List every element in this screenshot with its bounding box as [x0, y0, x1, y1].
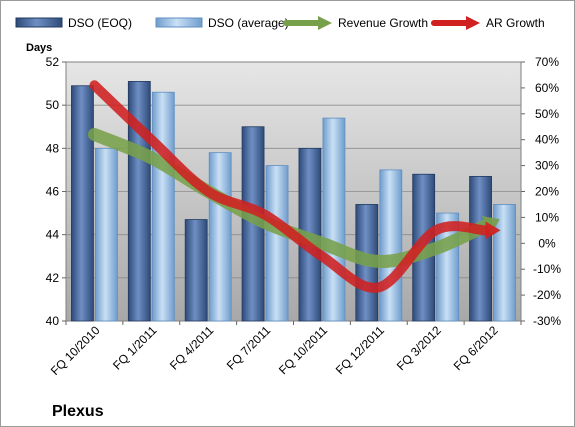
legend-label: AR Growth	[486, 16, 545, 30]
bar	[265, 165, 289, 322]
left-axis-ticks: 40 42 44 46 48 50 52	[46, 55, 66, 328]
legend-swatch	[15, 17, 63, 28]
right-axis-ticks: -30% -20% -10% 0% 10% 20% 30% 40% 50% 60% 70%	[521, 55, 561, 328]
left-tick-label: 44	[46, 228, 60, 242]
right-tick-label: 0%	[538, 236, 556, 250]
company-label: Plexus	[52, 403, 104, 420]
left-tick-label: 52	[46, 55, 60, 69]
bar	[469, 175, 492, 322]
right-tick-label: 20%	[535, 185, 559, 199]
bar	[184, 219, 208, 322]
left-tick-label: 42	[46, 271, 60, 285]
legend: DSO (EOQ) DSO (average) Revenue Growth AR G…	[15, 16, 545, 30]
legend-label: DSO (EOQ)	[68, 16, 132, 30]
right-tick-label: 50%	[535, 107, 559, 121]
bar	[493, 204, 516, 322]
left-tick-label: 46	[46, 185, 60, 199]
right-tick-label: 70%	[535, 55, 559, 69]
left-tick-label: 48	[46, 141, 60, 155]
right-tick-label: 10%	[535, 210, 559, 224]
legend-swatch-arrow	[466, 16, 480, 30]
right-tick-label: 40%	[535, 133, 559, 147]
right-tick-label: 30%	[535, 159, 559, 173]
bar	[208, 152, 232, 322]
bar	[151, 91, 175, 322]
line-arrowhead	[485, 221, 501, 240]
line-series	[89, 80, 490, 293]
bar	[322, 117, 346, 322]
right-tick-label: 60%	[535, 81, 559, 95]
bar	[127, 81, 151, 322]
legend-label: DSO (average)	[208, 16, 289, 30]
left-axis-title: Days	[26, 42, 52, 54]
left-tick-label: 40	[46, 314, 60, 328]
legend-swatch	[155, 17, 203, 28]
growth-lines	[87, 80, 501, 293]
bar	[379, 169, 403, 322]
bar	[95, 147, 118, 322]
right-tick-label: -10%	[533, 262, 561, 276]
legend-swatch-arrow	[318, 16, 332, 30]
legend-label: Revenue Growth	[338, 16, 428, 30]
left-tick-label: 50	[46, 98, 60, 112]
bar	[71, 85, 94, 322]
right-tick-label: -30%	[533, 314, 561, 328]
right-tick-label: -20%	[533, 288, 561, 302]
